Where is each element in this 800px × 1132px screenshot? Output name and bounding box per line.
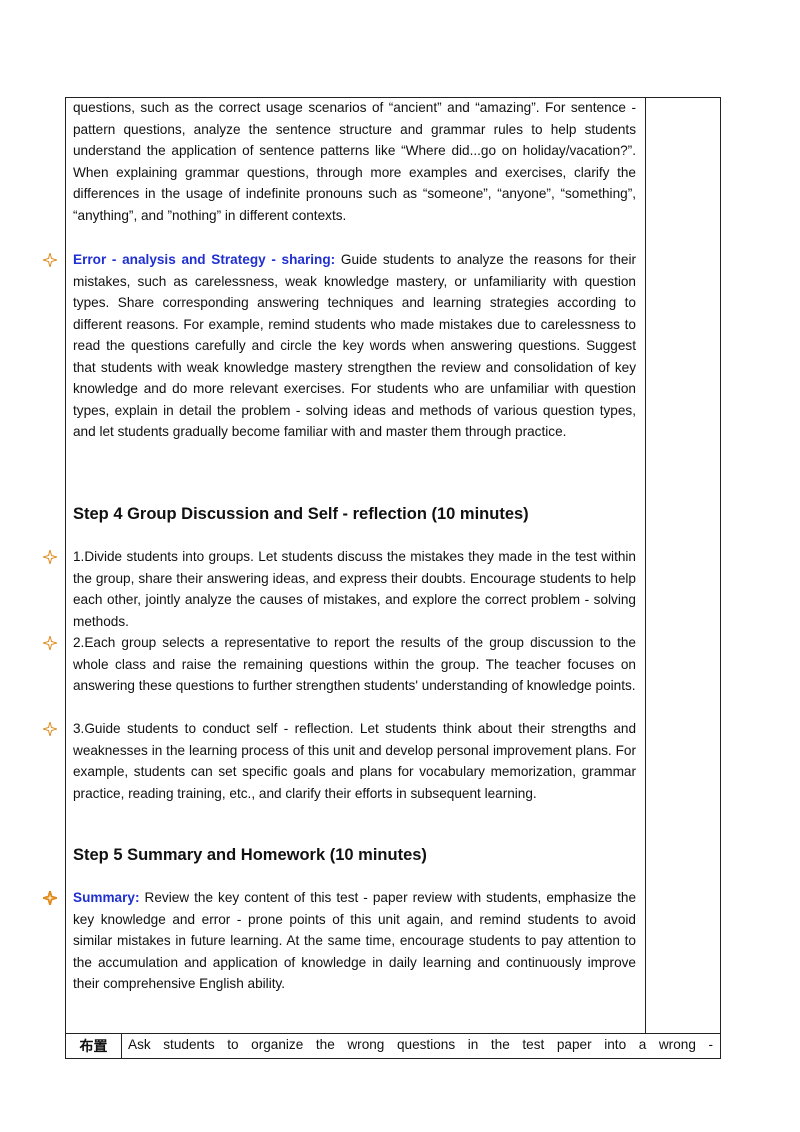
intro-text: questions, such as the correct usage sce… (73, 100, 636, 223)
section-heading: Step 5 Summary and Homework (10 minutes) (73, 846, 427, 864)
bullet-icon (43, 891, 57, 905)
item-label: Summary: (73, 890, 140, 905)
table-border (65, 97, 721, 98)
item-text: Review the key content of this test - pa… (73, 890, 637, 991)
bullet-icon (43, 722, 57, 736)
table-border (65, 1033, 721, 1034)
row-text: Ask students to organize the wrong quest… (128, 1037, 713, 1052)
bullet-icon (43, 253, 57, 267)
row-label: 布置 (79, 1039, 108, 1055)
item-text: Guide students to analyze the reasons fo… (73, 252, 637, 439)
table-border (645, 97, 646, 1034)
section-heading: Step 4 Group Discussion and Self - refle… (73, 505, 529, 523)
table-border (720, 97, 721, 1059)
bullet-icon (43, 636, 57, 650)
item-label: Error - analysis and Strategy - sharing: (73, 252, 336, 267)
bullet-paragraph: Summary: Review the key content of this … (73, 887, 636, 995)
bullet-icon (43, 550, 57, 564)
bullet-paragraph: Error - analysis and Strategy - sharing:… (73, 249, 636, 443)
bullet-paragraph: 1.Divide students into groups. Let stude… (73, 549, 636, 629)
table-border (65, 1058, 721, 1059)
table-border (121, 1033, 122, 1059)
bullet-paragraph: 2.Each group selects a representative to… (73, 635, 636, 693)
table-border (65, 97, 66, 1059)
bullet-paragraph: 3.Guide students to conduct self - refle… (73, 721, 636, 801)
